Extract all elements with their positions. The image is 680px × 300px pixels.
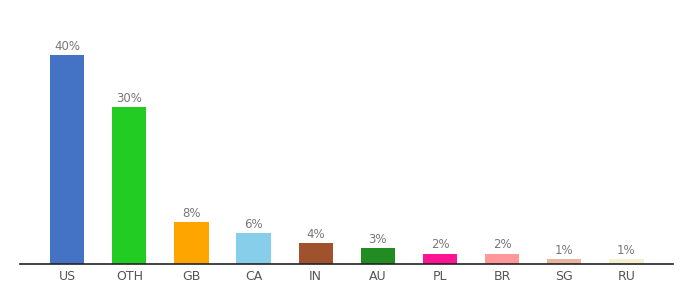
Text: 40%: 40% [54, 40, 80, 53]
Text: 4%: 4% [307, 228, 325, 241]
Text: 30%: 30% [116, 92, 142, 105]
Bar [547, 259, 581, 264]
Text: 8%: 8% [182, 207, 201, 220]
Bar [237, 233, 271, 264]
Text: 3%: 3% [369, 233, 387, 246]
Bar [299, 243, 333, 264]
Bar [361, 248, 395, 264]
Bar [112, 107, 146, 264]
Bar [609, 259, 643, 264]
Bar [485, 254, 520, 264]
Text: 6%: 6% [244, 218, 263, 231]
Bar [50, 55, 84, 264]
Bar [174, 222, 209, 264]
Text: 2%: 2% [493, 238, 511, 251]
Bar [423, 254, 457, 264]
Text: 1%: 1% [555, 244, 574, 257]
Text: 2%: 2% [430, 238, 449, 251]
Text: 1%: 1% [617, 244, 636, 257]
